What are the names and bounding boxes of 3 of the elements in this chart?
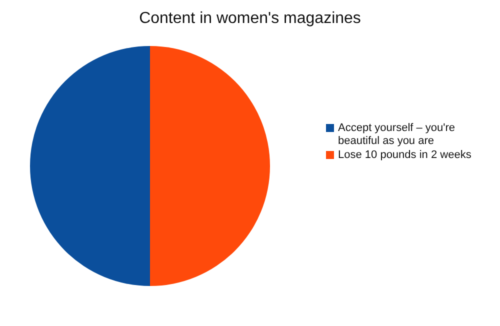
legend-label: Lose 10 pounds in 2 weeks — [338, 149, 472, 162]
chart-title: Content in women's magazines — [138, 10, 362, 28]
legend-label: Accept yourself – you're beautiful as you are — [338, 122, 456, 148]
